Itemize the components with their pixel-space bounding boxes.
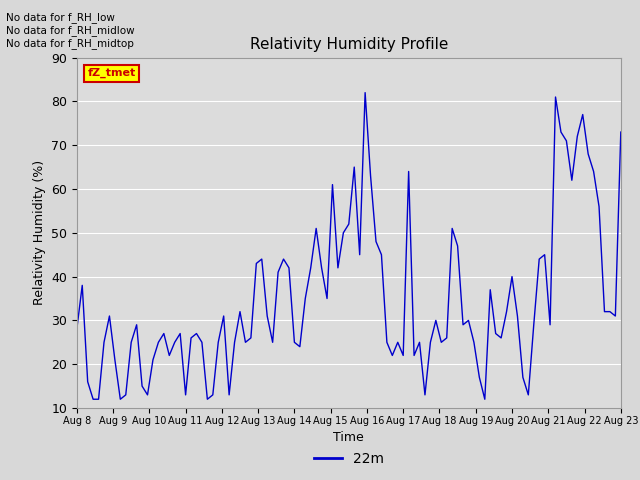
Text: No data for f_RH_low: No data for f_RH_low: [6, 12, 115, 23]
Y-axis label: Relativity Humidity (%): Relativity Humidity (%): [33, 160, 45, 305]
Text: No data for f_RH_midtop: No data for f_RH_midtop: [6, 38, 134, 49]
Title: Relativity Humidity Profile: Relativity Humidity Profile: [250, 37, 448, 52]
Text: fZ_tmet: fZ_tmet: [88, 68, 136, 78]
Legend: 22m: 22m: [308, 446, 389, 471]
Text: No data for f_RH_midlow: No data for f_RH_midlow: [6, 25, 135, 36]
X-axis label: Time: Time: [333, 431, 364, 444]
